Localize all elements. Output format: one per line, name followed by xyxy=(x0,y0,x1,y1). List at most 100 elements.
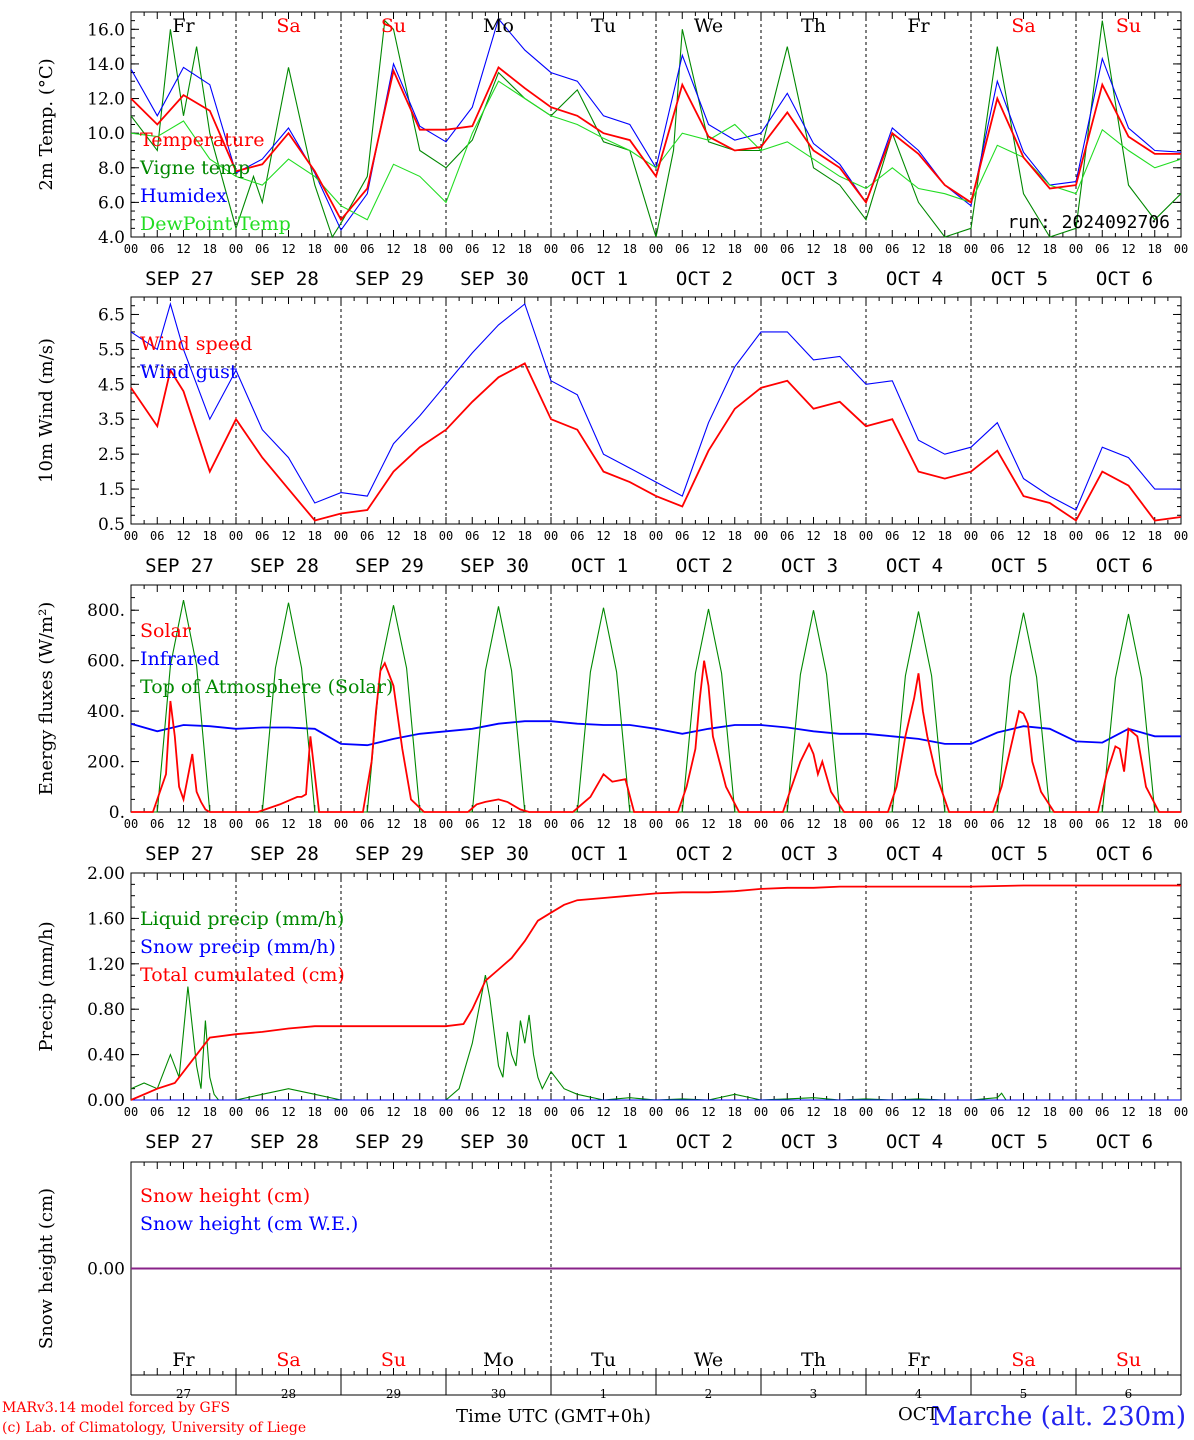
weekday-label: Tu xyxy=(591,15,616,37)
weekday-label: Mo xyxy=(483,1349,514,1371)
day-number-label: 2 xyxy=(705,1387,713,1401)
x-hour-label: 12 xyxy=(176,529,190,543)
series-line-wind-speed xyxy=(130,362,1182,522)
panel-1: 4.0 6.0 8.0 10.0 12.0 14.0 16.0 2m Temp. (°C) Te… xyxy=(36,11,1188,290)
legend-entry: Infrared xyxy=(140,648,220,670)
x-hour-label: 12 xyxy=(491,1105,505,1119)
x-hour-label: 00 xyxy=(124,529,138,543)
legend-entry: Vigne temp xyxy=(139,157,250,179)
x-hour-label: 00 xyxy=(544,242,558,256)
x-hour-label: 12 xyxy=(491,242,505,256)
x-hour-label: 12 xyxy=(386,817,400,831)
x-date-label: OCT 3 xyxy=(781,268,838,290)
x-date-label: OCT 6 xyxy=(1096,1131,1153,1153)
x-hour-label: 18 xyxy=(938,817,952,831)
x-hour-label: 06 xyxy=(885,817,899,831)
x-hour-label: 06 xyxy=(990,529,1004,543)
x-hour-label: 18 xyxy=(1148,529,1162,543)
x-hour-label: 00 xyxy=(859,817,873,831)
x-date-label: OCT 1 xyxy=(571,1131,628,1153)
panel-3: 0. 200. 400. 600. 800. Energy fluxes (W/m²) So… xyxy=(36,584,1188,865)
y-axis-label: 10m Wind (m/s) xyxy=(36,338,57,483)
y-tick-label: 8.0 xyxy=(98,159,125,179)
legend-entry: Snow height (cm) xyxy=(140,1185,310,1207)
x-hour-label: 00 xyxy=(229,817,243,831)
weekday-label: Fr xyxy=(172,1349,195,1371)
x-date-label: SEP 27 xyxy=(145,1131,214,1153)
x-hour-label: 12 xyxy=(701,817,715,831)
x-date-label: SEP 30 xyxy=(460,555,529,577)
x-date-label: OCT 5 xyxy=(991,268,1048,290)
x-hour-label: 06 xyxy=(255,529,269,543)
x-hour-label: 00 xyxy=(649,817,663,831)
x-hour-label: 12 xyxy=(1121,817,1135,831)
x-hour-label: 06 xyxy=(255,817,269,831)
panel-5: 0.00 Snow height (cm) Snow height (cm) Snow… xyxy=(36,1161,1182,1401)
month-overlap-label: OCT xyxy=(898,1404,939,1425)
x-hour-label: 00 xyxy=(649,529,663,543)
legend-entry: Total cumulated (cm) xyxy=(140,964,345,986)
x-hour-label: 06 xyxy=(465,817,479,831)
x-hour-label: 00 xyxy=(754,1105,768,1119)
legend-entry: Temperature xyxy=(140,129,264,151)
x-hour-label: 18 xyxy=(308,242,322,256)
day-number-label: 4 xyxy=(915,1387,923,1401)
x-date-label: SEP 27 xyxy=(145,268,214,290)
x-hour-label: 12 xyxy=(911,1105,925,1119)
x-hour-label: 00 xyxy=(439,242,453,256)
x-hour-label: 12 xyxy=(1016,242,1030,256)
x-hour-label: 06 xyxy=(990,817,1004,831)
x-hour-label: 06 xyxy=(885,529,899,543)
x-hour-label: 00 xyxy=(649,242,663,256)
day-number-label: 3 xyxy=(810,1387,818,1401)
x-hour-label: 00 xyxy=(1069,817,1083,831)
x-hour-label: 06 xyxy=(885,242,899,256)
x-hour-label: 06 xyxy=(570,1105,584,1119)
x-hour-label: 18 xyxy=(938,242,952,256)
y-tick-label: 200. xyxy=(87,753,125,773)
x-hour-label: 00 xyxy=(229,242,243,256)
y-tick-label: 0. xyxy=(109,803,125,823)
x-hour-label: 00 xyxy=(334,1105,348,1119)
x-hour-label: 06 xyxy=(150,529,164,543)
x-hour-label: 00 xyxy=(334,242,348,256)
x-hour-label: 12 xyxy=(386,529,400,543)
legend-entry: Liquid precip (mm/h) xyxy=(140,908,344,930)
x-hour-label: 12 xyxy=(1121,529,1135,543)
x-hour-label: 18 xyxy=(518,529,532,543)
x-hour-label: 00 xyxy=(859,529,873,543)
y-tick-label: 6.0 xyxy=(98,193,125,213)
x-hour-label: 12 xyxy=(176,1105,190,1119)
x-hour-label: 00 xyxy=(1069,1105,1083,1119)
y-tick-label: 4.5 xyxy=(98,375,125,395)
x-hour-label: 06 xyxy=(360,817,374,831)
station-label: Marche (alt. 230m) xyxy=(931,1402,1186,1432)
day-number-label: 30 xyxy=(491,1387,506,1401)
y-tick-label: 0.40 xyxy=(87,1046,125,1066)
x-hour-label: 18 xyxy=(308,817,322,831)
weekday-label: Su xyxy=(1116,15,1141,37)
x-date-label: OCT 1 xyxy=(571,268,628,290)
x-hour-label: 12 xyxy=(806,817,820,831)
x-date-label: SEP 28 xyxy=(250,555,319,577)
x-date-label: OCT 1 xyxy=(571,843,628,865)
x-hour-label: 12 xyxy=(176,817,190,831)
x-hour-label: 18 xyxy=(1043,817,1057,831)
y-tick-label: 6.5 xyxy=(98,305,125,325)
legend-entry: Wind gust xyxy=(140,361,238,383)
x-axis-title: Time UTC (GMT+0h) xyxy=(456,1406,651,1427)
x-date-label: SEP 29 xyxy=(355,1131,424,1153)
x-hour-label: 00 xyxy=(124,242,138,256)
x-hour-label: 18 xyxy=(203,817,217,831)
x-date-label: OCT 4 xyxy=(886,555,943,577)
y-tick-label: 2.5 xyxy=(98,445,125,465)
x-date-label: SEP 30 xyxy=(460,268,529,290)
x-hour-label: 12 xyxy=(176,242,190,256)
x-hour-label: 06 xyxy=(360,529,374,543)
x-hour-label: 00 xyxy=(124,817,138,831)
x-date-label: OCT 2 xyxy=(676,1131,733,1153)
x-date-label: OCT 2 xyxy=(676,555,733,577)
x-hour-label: 00 xyxy=(229,529,243,543)
day-number-label: 6 xyxy=(1125,1387,1133,1401)
weekday-label: Th xyxy=(801,15,826,37)
